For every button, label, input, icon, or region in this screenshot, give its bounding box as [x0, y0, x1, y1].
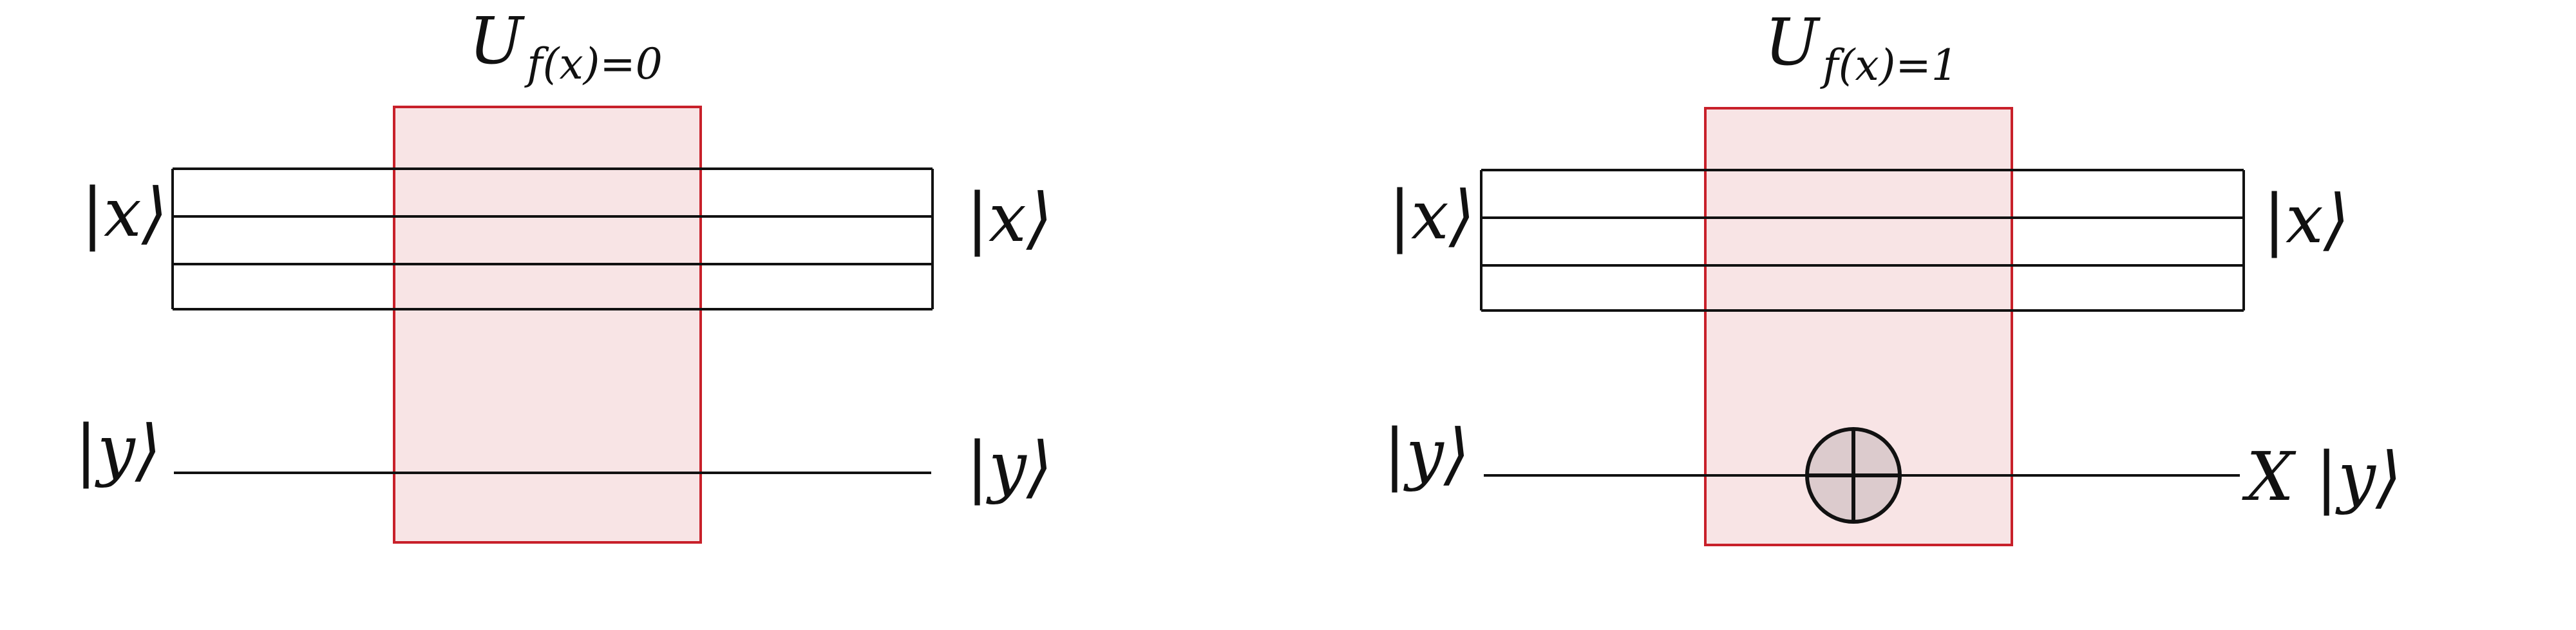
output-y-label: |y⟩: [966, 427, 1052, 506]
x-register-wires: [1480, 169, 2245, 312]
panel-oracle-f1: Uf(x)=1 |x⟩ |y⟩ |x⟩ X |y⟩: [1383, 5, 2401, 546]
panel-oracle-f0: Uf(x)=0 |x⟩ |y⟩ |x⟩ |y⟩: [75, 3, 1052, 544]
output-x-label: |x⟩: [2263, 180, 2349, 258]
gate-title-main: U: [469, 3, 526, 79]
input-x-label: |x⟩: [81, 173, 167, 252]
input-y-label: |y⟩: [75, 410, 161, 489]
x-register-wires: [171, 167, 934, 310]
oracle-gate-box: [393, 106, 702, 544]
gate-title-main: U: [1765, 5, 1821, 80]
input-y-label: |y⟩: [1383, 414, 1470, 493]
output-x-label: |x⟩: [966, 178, 1052, 257]
gate-title-subscript: f(x)=1: [1819, 41, 1958, 90]
output-y-label: X |y⟩: [2242, 437, 2401, 516]
input-x-label: |x⟩: [1388, 176, 1475, 254]
cnot-target-oplus: [1805, 427, 1902, 524]
gate-title: Uf(x)=1: [1765, 5, 1958, 90]
gate-title: Uf(x)=0: [469, 3, 663, 89]
gate-title-subscript: f(x)=0: [524, 39, 662, 89]
